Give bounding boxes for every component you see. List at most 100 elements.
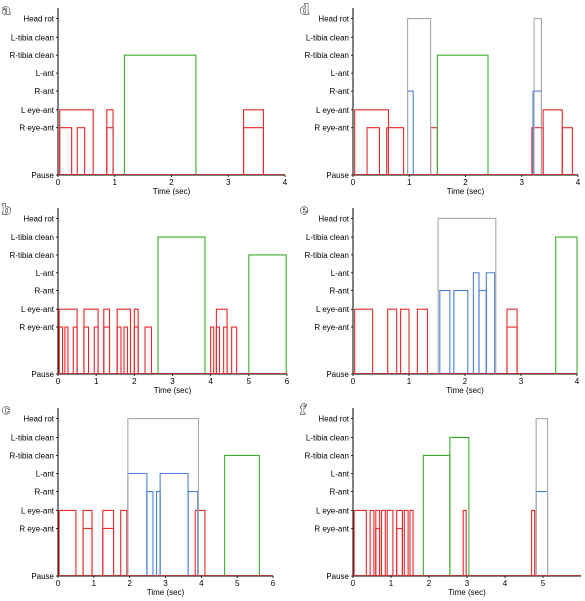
- y-tick-label: L eye-ant: [21, 506, 55, 515]
- x-tick-label: 4: [503, 579, 508, 588]
- x-axis-label: Time (sec): [147, 588, 185, 597]
- x-tick-label: 2: [463, 377, 468, 386]
- x-tick-label: 4: [208, 377, 213, 386]
- bout-blue: [472, 272, 480, 374]
- x-tick-label: 3: [465, 579, 470, 588]
- panel-e: e Head rot L-tibia clean R-tibia clean L-ant…: [300, 203, 580, 395]
- x-tick-label: 1: [407, 377, 412, 386]
- y-tick-label: Pause: [31, 171, 54, 180]
- y-tick-label: L-ant: [36, 69, 55, 78]
- y-tick-label: R-tibia clean: [305, 51, 349, 60]
- panel-label: b: [2, 203, 11, 218]
- x-tick-label: 0: [351, 178, 356, 187]
- y-tick-label: R-tibia clean: [10, 251, 54, 260]
- bout-red: [59, 127, 73, 175]
- x-tick-label: 3: [170, 377, 175, 386]
- y-tick-label: L-ant: [36, 269, 55, 278]
- x-tick-label: 2: [127, 579, 132, 588]
- y-tick-label: Pause: [31, 572, 54, 581]
- x-tick-label: 1: [389, 579, 394, 588]
- x-tick-label: 6: [285, 377, 290, 386]
- x-tick-label: 0: [351, 579, 356, 588]
- y-tick-label: R-tibia clean: [10, 451, 54, 460]
- bout-gray: [407, 17, 432, 175]
- y-tick-label: L-tibia clean: [306, 33, 349, 42]
- x-tick-label: 0: [56, 377, 61, 386]
- bout-green: [224, 454, 260, 576]
- panel-f: f Head rot L-tibia clean R-tibia clean L-ant…: [300, 403, 581, 597]
- bout-red: [353, 509, 367, 576]
- y-tick-label: L eye-ant: [316, 305, 350, 314]
- bout-red: [133, 326, 139, 374]
- bout-red: [116, 326, 122, 374]
- bout-green: [123, 54, 197, 175]
- x-tick-label: 4: [283, 178, 288, 187]
- x-tick-label: 3: [226, 178, 231, 187]
- bout-red: [82, 509, 93, 576]
- y-tick-label: R-tibia clean: [10, 51, 54, 60]
- bout-red: [403, 509, 409, 576]
- bout-red: [194, 509, 206, 576]
- bout-red: [144, 326, 153, 374]
- bout-red: [76, 127, 86, 175]
- y-tick-label: L-ant: [331, 69, 350, 78]
- bout-red: [103, 308, 111, 374]
- bout-red: [369, 509, 375, 576]
- y-tick-label: R eye-ant: [19, 524, 54, 533]
- panel-a: a Head rot L-tibia clean R-tibia clean L-ant…: [2, 3, 288, 196]
- x-tick-label: 2: [427, 579, 432, 588]
- bout-red: [82, 527, 93, 576]
- y-tick-label: R-ant: [34, 488, 54, 497]
- y-tick-label: R eye-ant: [314, 124, 349, 133]
- bout-red: [387, 308, 398, 374]
- y-tick-label: R-ant: [329, 87, 349, 96]
- bout-red: [243, 127, 264, 175]
- bout-red: [215, 308, 228, 374]
- y-tick-label: R-ant: [329, 287, 349, 296]
- y-tick-label: R eye-ant: [19, 124, 54, 133]
- panel-label: d: [300, 3, 309, 18]
- x-axis-label: Time (sec): [153, 187, 191, 196]
- bout-red: [416, 308, 429, 374]
- bout-red: [223, 326, 228, 374]
- y-tick-label: L-ant: [36, 470, 55, 479]
- bout-blue: [453, 290, 469, 374]
- bout-green: [449, 436, 470, 576]
- bout-blue: [478, 290, 487, 374]
- y-tick-label: Head rot: [318, 15, 349, 24]
- y-tick-label: Pause: [326, 171, 349, 180]
- x-tick-label: 1: [407, 178, 412, 187]
- y-tick-label: Head rot: [23, 214, 54, 223]
- bout-blue: [155, 490, 161, 576]
- y-tick-label: R-ant: [34, 287, 54, 296]
- bout-red: [243, 109, 264, 175]
- panel-label: c: [2, 403, 10, 418]
- bout-red: [386, 127, 405, 175]
- x-tick-label: 1: [94, 377, 99, 386]
- bout-red: [123, 326, 129, 374]
- x-tick-label: 0: [56, 579, 61, 588]
- y-tick-label: L-ant: [331, 470, 350, 479]
- bout-red: [354, 308, 374, 374]
- x-tick-label: 3: [520, 178, 525, 187]
- x-axis-label: Time (sec): [154, 386, 192, 395]
- bout-red: [102, 509, 115, 576]
- x-tick-label: 1: [113, 178, 118, 187]
- y-tick-label: Head rot: [23, 415, 54, 424]
- x-tick-label: 0: [351, 377, 356, 386]
- bout-red: [462, 509, 467, 576]
- bout-blue: [485, 272, 496, 374]
- bout-blue: [535, 490, 549, 576]
- x-tick-label: 2: [463, 178, 468, 187]
- x-tick-label: 3: [163, 579, 168, 588]
- bout-green: [555, 236, 578, 374]
- y-tick-label: R-ant: [34, 87, 54, 96]
- bout-red: [506, 326, 518, 374]
- bout-red: [375, 527, 381, 576]
- y-tick-label: L eye-ant: [316, 506, 350, 515]
- bout-red: [396, 527, 403, 576]
- y-tick-label: R eye-ant: [314, 323, 349, 332]
- bout-gray: [533, 17, 542, 175]
- x-tick-label: 5: [541, 579, 546, 588]
